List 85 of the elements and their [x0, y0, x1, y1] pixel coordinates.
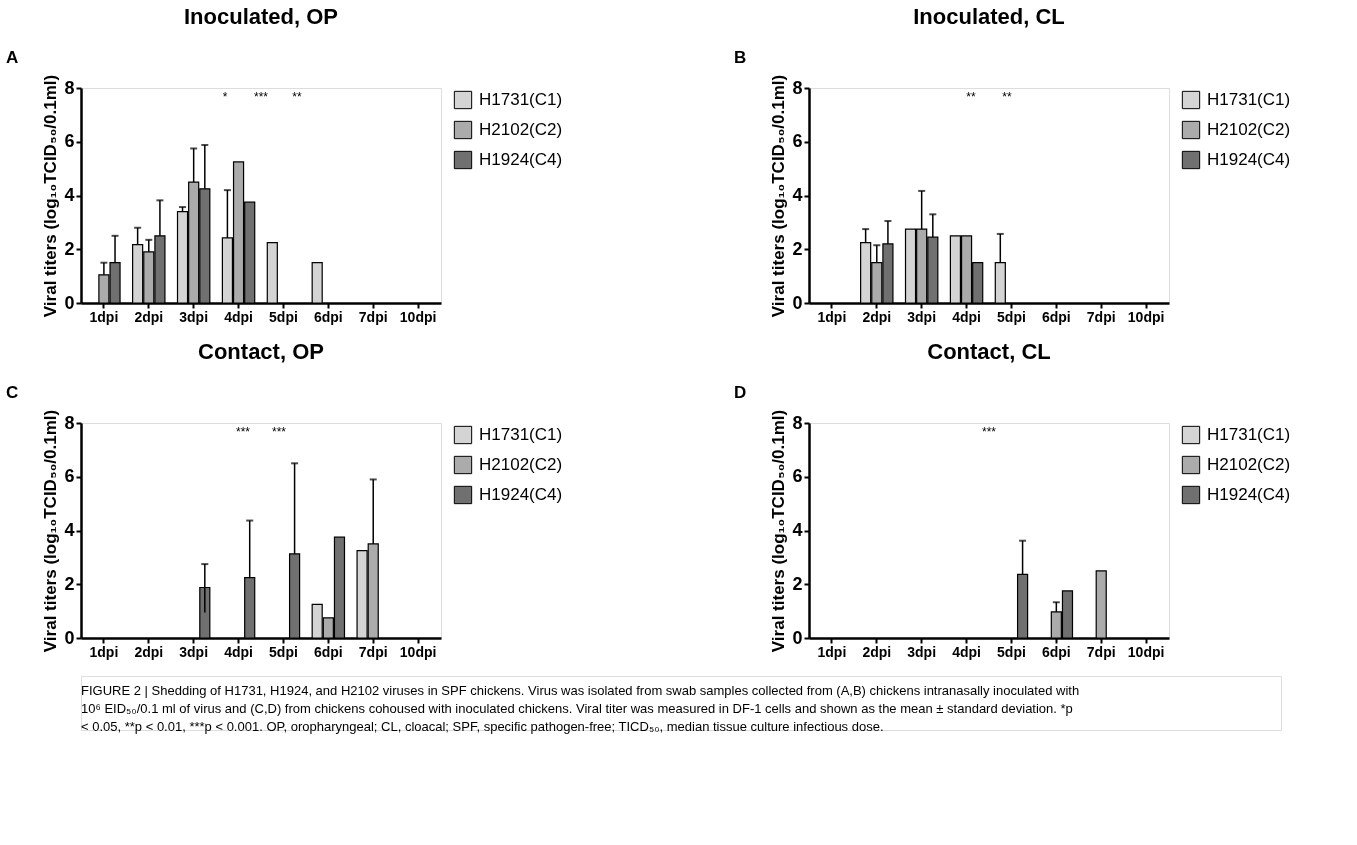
x-tick-label: 7dpi — [1086, 308, 1116, 325]
x-tick-label: 6dpi — [1041, 308, 1071, 325]
x-tick-label: 1dpi — [817, 308, 847, 325]
x-tick-label: 1dpi — [89, 308, 119, 325]
x-tick-label: 5dpi — [997, 643, 1026, 660]
x-tick-label: 1dpi — [817, 643, 847, 660]
x-tick-label: 5dpi — [997, 308, 1026, 325]
y-tick-label: 8 — [64, 77, 75, 98]
annotation: ** — [966, 90, 976, 104]
y-tick-label: 6 — [792, 466, 803, 487]
y-tick-label: 8 — [792, 412, 803, 433]
x-tick-label: 10dpi — [1127, 643, 1165, 660]
x-tick-label: 4dpi — [952, 643, 981, 660]
y-tick-label: 6 — [792, 131, 803, 152]
x-tick-label: 2dpi — [862, 643, 892, 660]
annotation: *** — [253, 90, 269, 104]
caption: FIGURE 2 | Shedding of H1731, H1924, and H2102 viruses in SPF chickens. Virus was isolated from swab samples collected from (A,B) chickens intranasally inoculated with 10⁶ EID₅₀/0.1 ml of virus and (C,D) from chickens cohoused with inoculated chickens. Viral titer was measured in DF-1 cells and shown as the mean ± standard deviation. *p < 0.05, **p < 0.01, ***p < 0.001. OP, oropharyngeal; CL, cloacal; SPF, specific pathogen-free; TICD₅₀, median tissue culture infectious dose. — [81, 683, 1080, 734]
y-tick-label: 0 — [792, 627, 803, 648]
chart-title: Inoculated, CL — [913, 4, 1065, 29]
legend-label: H2102(C2) — [479, 455, 563, 474]
x-tick-label: 6dpi — [1041, 643, 1071, 660]
x-tick-label: 3dpi — [907, 308, 937, 325]
chart-title: Inoculated, OP — [183, 4, 339, 29]
x-tick-label: 2dpi — [134, 643, 164, 660]
legend-label: H2102(C2) — [479, 120, 563, 139]
x-tick-label: 5dpi — [269, 308, 298, 325]
x-tick-label: 2dpi — [862, 308, 892, 325]
legend-label: H1924(C4) — [479, 150, 563, 169]
y-axis-title: Viral titers (log₁₀TCID₅₀/0.1ml) — [769, 74, 789, 318]
legend-label: H1924(C4) — [479, 485, 563, 504]
y-tick-label: 0 — [64, 292, 75, 313]
legend-label: H2102(C2) — [1207, 455, 1291, 474]
y-axis-title: Viral titers (log₁₀TCID₅₀/0.1ml) — [769, 409, 789, 653]
chart-title: Contact, OP — [198, 339, 324, 364]
legend-label: H1731(C1) — [479, 90, 563, 109]
text: A — [6, 48, 19, 67]
y-tick-label: 2 — [64, 238, 75, 259]
y-tick-label: 6 — [64, 466, 75, 487]
y-tick-label: 8 — [792, 77, 803, 98]
x-tick-label: 1dpi — [89, 643, 119, 660]
legend-label: H1731(C1) — [1207, 425, 1291, 444]
x-tick-label: 10dpi — [399, 643, 437, 660]
annotation: *** — [235, 425, 251, 439]
x-tick-label: 4dpi — [952, 308, 981, 325]
annotation: * — [222, 90, 228, 104]
x-tick-label: 4dpi — [224, 308, 253, 325]
x-tick-label: 7dpi — [358, 643, 388, 660]
text: C — [6, 383, 19, 402]
y-axis-title: Viral titers (log₁₀TCID₅₀/0.1ml) — [41, 74, 61, 318]
legend-label: H2102(C2) — [1207, 120, 1291, 139]
y-tick-label: 2 — [64, 573, 75, 594]
x-tick-label: 3dpi — [179, 643, 209, 660]
y-tick-label: 0 — [64, 627, 75, 648]
x-tick-label: 5dpi — [269, 643, 298, 660]
x-tick-label: 4dpi — [224, 643, 253, 660]
y-tick-label: 4 — [792, 185, 803, 205]
legend-label: H1924(C4) — [1207, 150, 1291, 169]
y-tick-label: 0 — [792, 292, 803, 313]
legend-label: H1924(C4) — [1207, 485, 1291, 504]
x-tick-label: 6dpi — [313, 643, 343, 660]
y-tick-label: 4 — [64, 520, 75, 540]
x-tick-label: 6dpi — [313, 308, 343, 325]
legend-label: H1731(C1) — [479, 425, 563, 444]
x-tick-label: 3dpi — [907, 643, 937, 660]
x-tick-label: 2dpi — [134, 308, 164, 325]
y-axis-title: Viral titers (log₁₀TCID₅₀/0.1ml) — [41, 409, 61, 653]
annotation: ** — [1002, 90, 1012, 104]
annotation: *** — [981, 425, 997, 439]
legend-label: H1731(C1) — [1207, 90, 1291, 109]
x-tick-label: 7dpi — [358, 308, 388, 325]
x-tick-label: 7dpi — [1086, 643, 1116, 660]
x-tick-label: 10dpi — [1127, 308, 1165, 325]
annotation: *** — [271, 425, 287, 439]
y-tick-label: 2 — [792, 238, 803, 259]
x-tick-label: 10dpi — [399, 308, 437, 325]
x-tick-label: 3dpi — [179, 308, 209, 325]
text: B — [734, 48, 747, 67]
chart-title: Contact, CL — [927, 339, 1051, 364]
text: D — [734, 383, 747, 402]
y-tick-label: 6 — [64, 131, 75, 152]
y-tick-label: 2 — [792, 573, 803, 594]
y-tick-label: 4 — [64, 185, 75, 205]
annotation: ** — [292, 90, 302, 104]
y-tick-label: 4 — [792, 520, 803, 540]
y-tick-label: 8 — [64, 412, 75, 433]
